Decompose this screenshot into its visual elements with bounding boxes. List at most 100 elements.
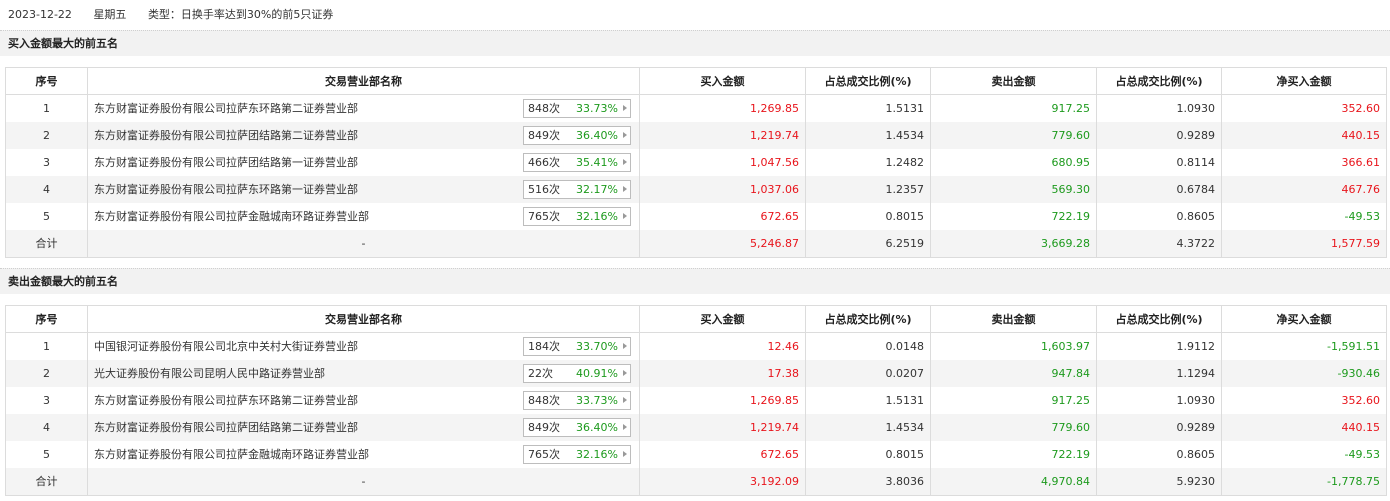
sell-section-title: 卖出金额最大的前五名: [0, 268, 1390, 294]
header-sell-ratio: 占总成交比例(%): [1096, 67, 1222, 95]
appearance-count: 765次: [528, 448, 560, 461]
sell-table-header: 序号 交易营业部名称 买入金额 占总成交比例(%) 卖出金额 占总成交比例(%)…: [5, 305, 1387, 333]
buy-ratio: 1.5131: [805, 387, 931, 414]
branch-stats-dropdown[interactable]: 516次 32.17%: [523, 180, 631, 199]
sell-amount: 779.60: [930, 122, 1097, 149]
sell-ratio: 0.9289: [1096, 414, 1222, 441]
header-sell-amount: 卖出金额: [930, 67, 1097, 95]
net-buy-amount: 440.15: [1221, 414, 1387, 441]
branch-stats-dropdown[interactable]: 184次 33.70%: [523, 337, 631, 356]
sell-amount: 722.19: [930, 203, 1097, 230]
total-branch-placeholder: -: [87, 230, 640, 257]
branch-name[interactable]: 东方财富证券股份有限公司拉萨金融城南环路证券营业部: [94, 210, 369, 223]
buy-ratio: 1.4534: [805, 414, 931, 441]
win-rate: 36.40%: [576, 129, 618, 142]
branch-cell: 光大证券股份有限公司昆明人民中路证券营业部 22次 40.91%: [87, 360, 640, 387]
win-rate: 35.41%: [576, 156, 618, 169]
sell-ratio: 1.9112: [1096, 332, 1222, 360]
total-label: 合计: [5, 468, 88, 495]
net-buy-amount: 440.15: [1221, 122, 1387, 149]
branch-name[interactable]: 光大证券股份有限公司昆明人民中路证券营业部: [94, 367, 325, 380]
win-rate: 33.73%: [576, 394, 618, 407]
branch-name[interactable]: 东方财富证券股份有限公司拉萨团结路第二证券营业部: [94, 129, 358, 142]
header-buy-ratio: 占总成交比例(%): [805, 305, 931, 333]
branch-stats-dropdown[interactable]: 765次 32.16%: [523, 445, 631, 464]
buy-amount: 672.65: [639, 441, 806, 468]
header-buy-amount: 买入金额: [639, 67, 806, 95]
caret-right-icon: [623, 343, 627, 349]
buy-ratio: 0.0207: [805, 360, 931, 387]
branch-name[interactable]: 中国银河证券股份有限公司北京中关村大街证券营业部: [94, 340, 358, 353]
branch-stats-dropdown[interactable]: 849次 36.40%: [523, 418, 631, 437]
win-rate: 36.40%: [576, 421, 618, 434]
appearance-count: 466次: [528, 156, 560, 169]
net-buy-amount: 352.60: [1221, 387, 1387, 414]
branch-stats-dropdown[interactable]: 848次 33.73%: [523, 391, 631, 410]
total-sell-amount: 4,970.84: [930, 468, 1097, 495]
branch-name[interactable]: 东方财富证券股份有限公司拉萨团结路第二证券营业部: [94, 421, 358, 434]
net-buy-amount: -1,591.51: [1221, 332, 1387, 360]
branch-stats-dropdown[interactable]: 466次 35.41%: [523, 153, 631, 172]
sell-ratio: 1.0930: [1096, 94, 1222, 122]
appearance-count: 848次: [528, 102, 560, 115]
branch-stats-dropdown[interactable]: 849次 36.40%: [523, 126, 631, 145]
win-rate: 33.70%: [576, 340, 618, 353]
branch-name[interactable]: 东方财富证券股份有限公司拉萨东环路第二证券营业部: [94, 394, 358, 407]
branch-name[interactable]: 东方财富证券股份有限公司拉萨金融城南环路证券营业部: [94, 448, 369, 461]
win-rate: 32.16%: [576, 210, 618, 223]
buy-ratio: 1.2357: [805, 176, 931, 203]
sell-amount: 917.25: [930, 94, 1097, 122]
table-row: 3 东方财富证券股份有限公司拉萨团结路第一证券营业部 466次 35.41% 1,047…: [5, 149, 1387, 176]
header-sell-amount: 卖出金额: [930, 305, 1097, 333]
caret-right-icon: [623, 451, 627, 457]
row-index: 3: [5, 387, 88, 414]
sell-amount: 569.30: [930, 176, 1097, 203]
sell-ratio: 0.8114: [1096, 149, 1222, 176]
buy-amount: 1,037.06: [639, 176, 806, 203]
row-index: 1: [5, 332, 88, 360]
buy-top5-table: 序号 交易营业部名称 买入金额 占总成交比例(%) 卖出金额 占总成交比例(%)…: [5, 67, 1387, 258]
table-row: 5 东方财富证券股份有限公司拉萨金融城南环路证券营业部 765次 32.16% 672.…: [5, 441, 1387, 468]
row-index: 4: [5, 414, 88, 441]
total-sell-ratio: 5.9230: [1096, 468, 1222, 495]
buy-ratio: 0.8015: [805, 203, 931, 230]
total-buy-amount: 5,246.87: [639, 230, 806, 257]
branch-stats-dropdown[interactable]: 848次 33.73%: [523, 99, 631, 118]
buy-ratio: 1.2482: [805, 149, 931, 176]
buy-amount: 1,269.85: [639, 94, 806, 122]
total-net-buy: -1,778.75: [1221, 468, 1387, 495]
branch-name[interactable]: 东方财富证券股份有限公司拉萨团结路第一证券营业部: [94, 156, 358, 169]
sell-amount: 779.60: [930, 414, 1097, 441]
header-net-buy: 净买入金额: [1221, 67, 1387, 95]
branch-cell: 东方财富证券股份有限公司拉萨东环路第一证券营业部 516次 32.17%: [87, 176, 640, 203]
total-buy-amount: 3,192.09: [639, 468, 806, 495]
total-net-buy: 1,577.59: [1221, 230, 1387, 257]
appearance-count: 765次: [528, 210, 560, 223]
total-sell-ratio: 4.3722: [1096, 230, 1222, 257]
branch-name[interactable]: 东方财富证券股份有限公司拉萨东环路第二证券营业部: [94, 102, 358, 115]
row-index: 1: [5, 94, 88, 122]
total-sell-amount: 3,669.28: [930, 230, 1097, 257]
branch-cell: 东方财富证券股份有限公司拉萨团结路第二证券营业部 849次 36.40%: [87, 122, 640, 149]
net-buy-amount: -49.53: [1221, 441, 1387, 468]
row-index: 3: [5, 149, 88, 176]
branch-cell: 东方财富证券股份有限公司拉萨金融城南环路证券营业部 765次 32.16%: [87, 441, 640, 468]
caret-right-icon: [623, 424, 627, 430]
net-buy-amount: -49.53: [1221, 203, 1387, 230]
sell-ratio: 1.1294: [1096, 360, 1222, 387]
sell-top5-table: 序号 交易营业部名称 买入金额 占总成交比例(%) 卖出金额 占总成交比例(%)…: [5, 305, 1387, 496]
sell-amount: 1,603.97: [930, 332, 1097, 360]
caret-right-icon: [623, 186, 627, 192]
caret-right-icon: [623, 370, 627, 376]
appearance-count: 849次: [528, 129, 560, 142]
table-row: 4 东方财富证券股份有限公司拉萨东环路第一证券营业部 516次 32.17% 1,037…: [5, 176, 1387, 203]
row-index: 5: [5, 203, 88, 230]
caret-right-icon: [623, 397, 627, 403]
branch-stats-dropdown[interactable]: 765次 32.16%: [523, 207, 631, 226]
table-row: 3 东方财富证券股份有限公司拉萨东环路第二证券营业部 848次 33.73% 1,269…: [5, 387, 1387, 414]
branch-name[interactable]: 东方财富证券股份有限公司拉萨东环路第一证券营业部: [94, 183, 358, 196]
total-branch-placeholder: -: [87, 468, 640, 495]
branch-stats-dropdown[interactable]: 22次 40.91%: [523, 364, 631, 383]
sell-ratio: 0.8605: [1096, 203, 1222, 230]
win-rate: 32.16%: [576, 448, 618, 461]
